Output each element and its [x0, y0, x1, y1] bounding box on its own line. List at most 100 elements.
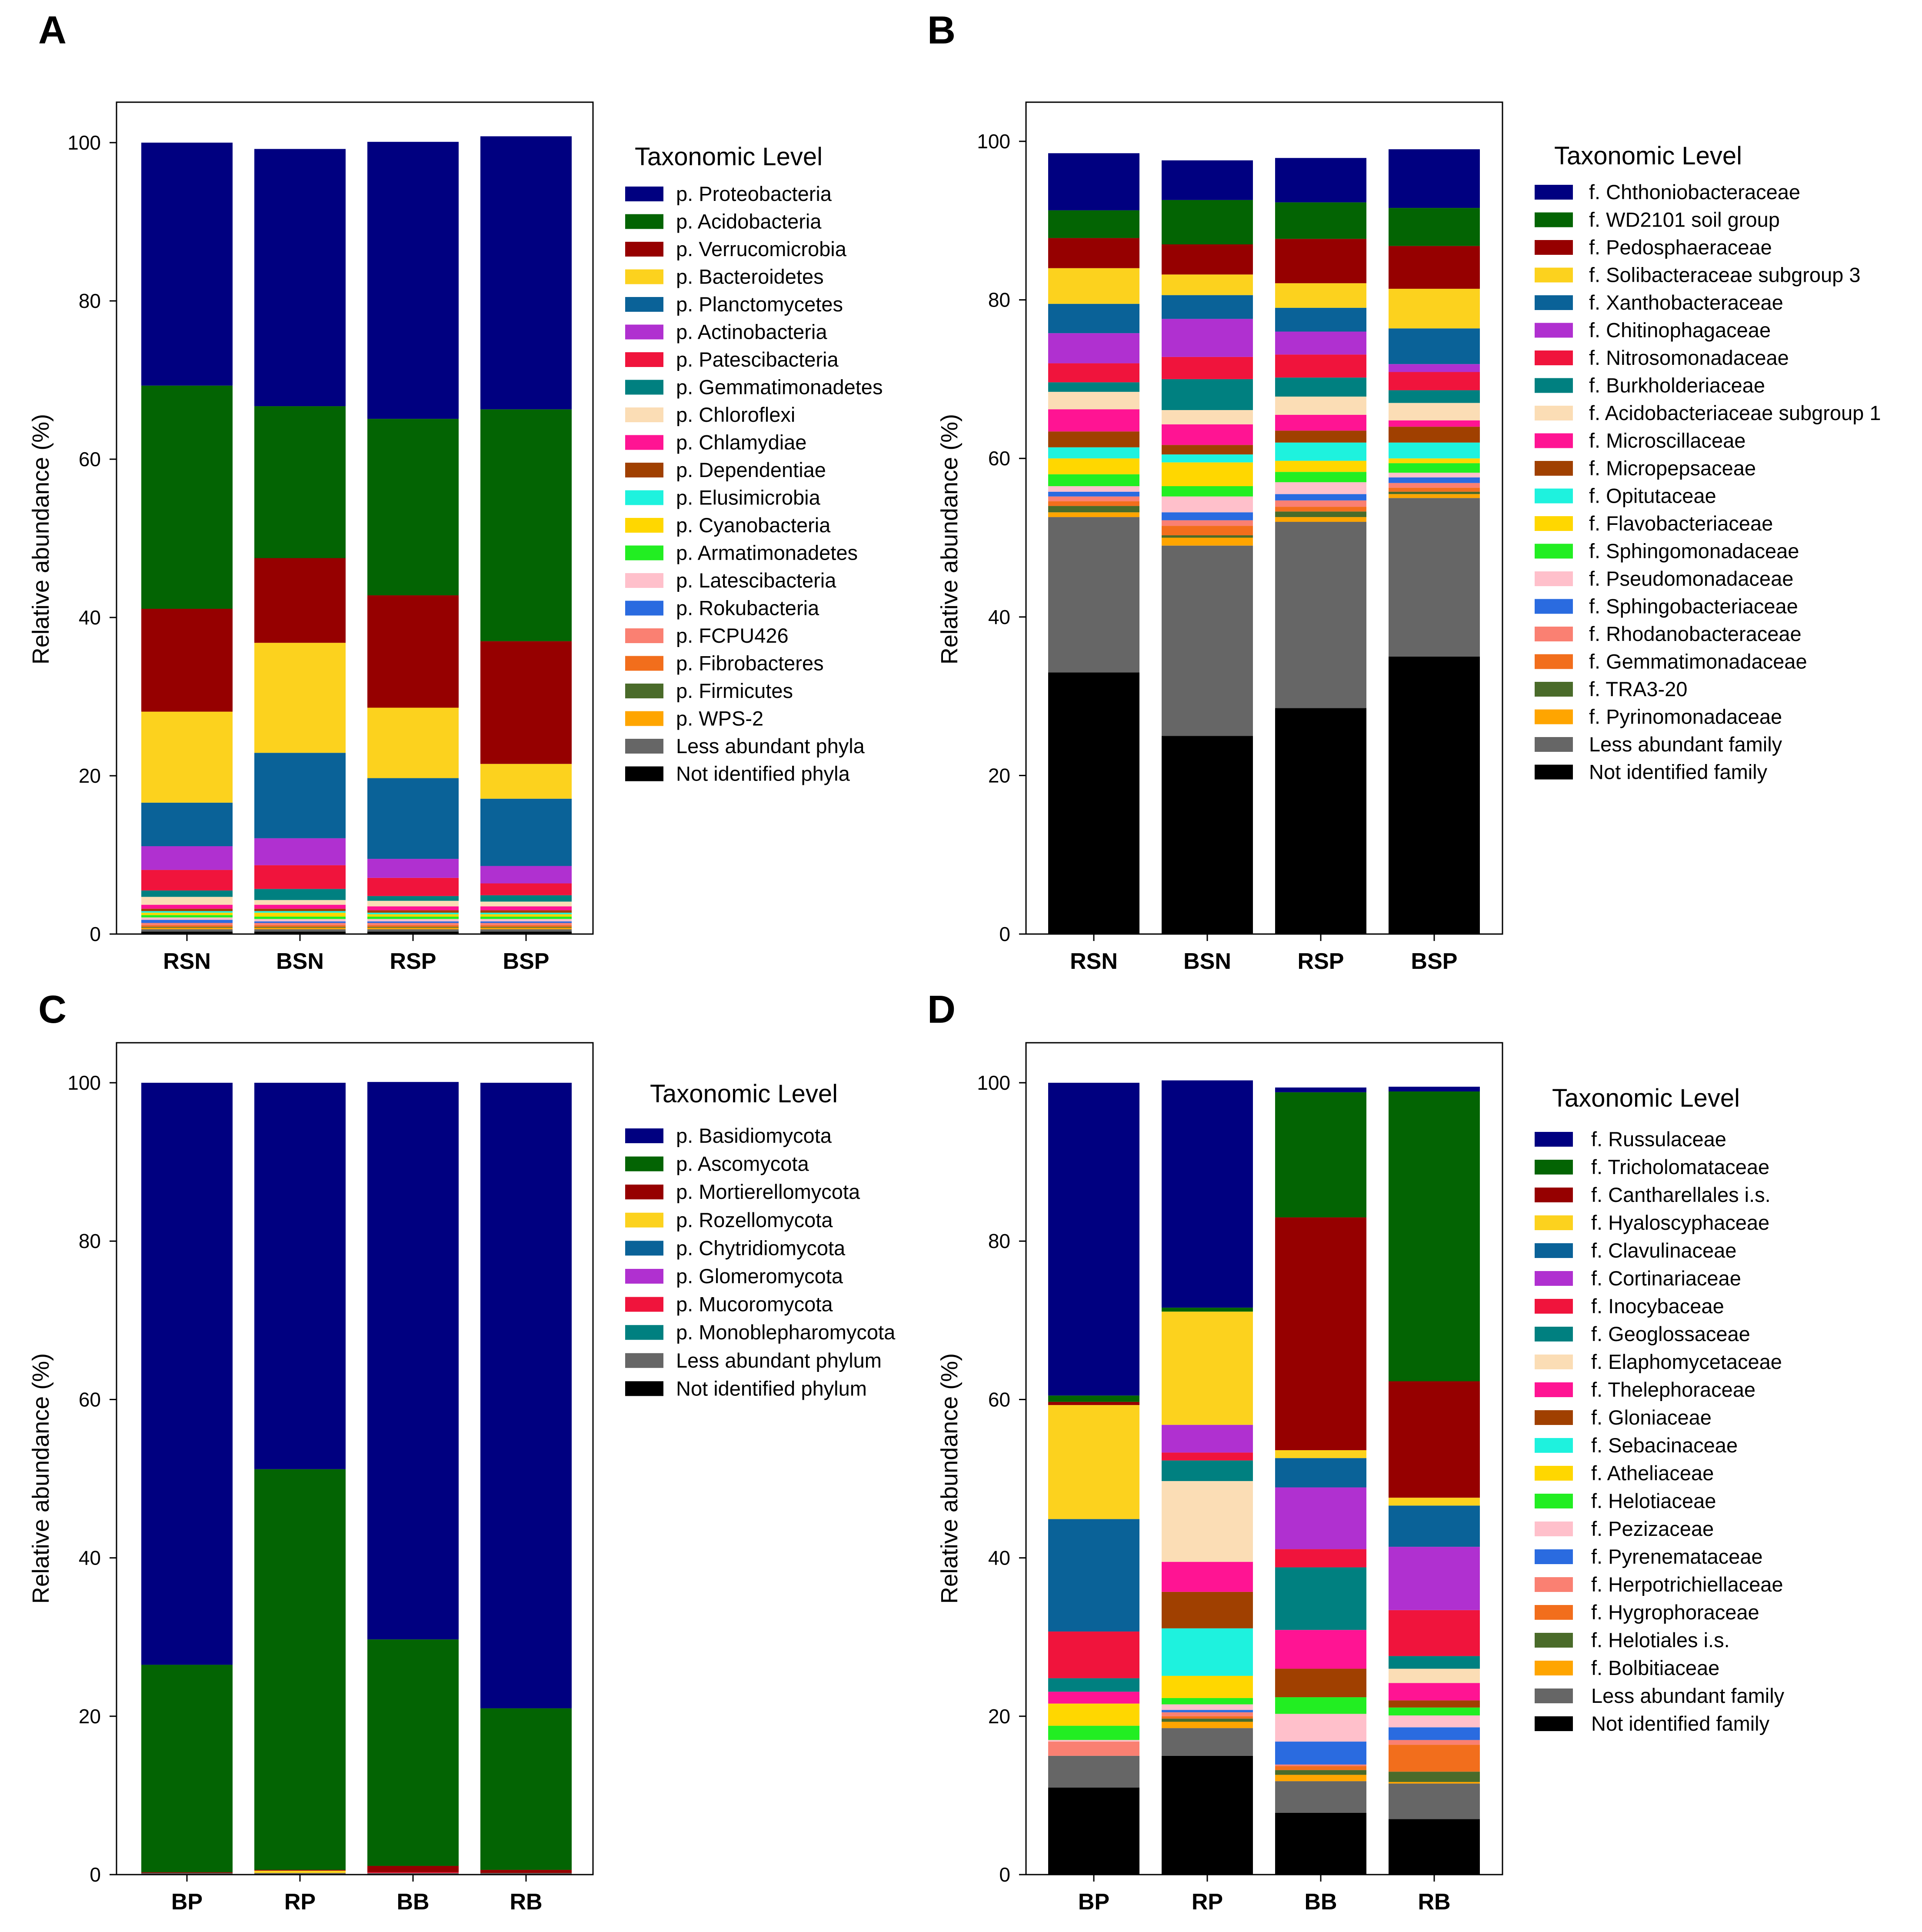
y-tick-label: 0 [999, 923, 1010, 945]
bar-segment-rsp-f-pedosphaeraceae [1275, 239, 1366, 284]
legend-label: f. WD2101 soil group [1589, 208, 1780, 231]
bar-segment-rsn-p-fibrobacteres [141, 925, 233, 927]
bar-segment-rsp-less-abundant-phyla [367, 929, 459, 932]
legend-label: f. Opitutaceae [1589, 484, 1716, 507]
bar-segment-bsp-p-latescibacteria [480, 919, 572, 921]
bar-segment-bsn-not-identified-phyla [254, 931, 346, 934]
bar-segment-rb-f-thelephoraceae [1389, 1683, 1480, 1701]
legend-label: p. Rozellomycota [676, 1208, 833, 1231]
bar-segment-rsn-p-elusimicrobia [141, 911, 233, 913]
bar-segment-rsp-f-chthoniobacteraceae [1275, 158, 1366, 203]
bar-segment-bsp-f-wd2101-soil-group [1389, 208, 1480, 246]
bar-segment-rp-p-mortierellomycota [254, 1870, 346, 1871]
bar-segment-bsn-not-identified-family [1162, 736, 1253, 934]
bar-segment-rsp-p-chloroflexi [367, 901, 459, 907]
bar-segment-rsp-p-proteobacteria [367, 142, 459, 419]
bar-segment-bsn-p-chlamydiae [254, 904, 346, 909]
bar-segment-bsp-f-nitrosomonadaceae [1389, 372, 1480, 390]
legend-swatch [1535, 571, 1573, 586]
bar-segment-rsn-f-solibacteraceae-subgroup-3 [1048, 268, 1139, 304]
bar-segment-rsp-p-cyanobacteria [367, 914, 459, 917]
legend-label: f. Russulaceae [1591, 1128, 1726, 1151]
legend-label: f. Cantharellales i.s. [1591, 1183, 1771, 1206]
chart-panel-d: D 0 20 40 60 80 100 BP RP BB RB Relative abundance … [927, 988, 1785, 1915]
bar-segment-rp-not-identified-family [1162, 1755, 1253, 1875]
bar-segment-rp-p-ascomycota [254, 1469, 346, 1870]
panel-letter: A [38, 9, 67, 52]
x-tick-label: RP [284, 1889, 316, 1915]
legend-label: f. Cortinariaceae [1591, 1267, 1741, 1290]
legend-label: p. Cyanobacteria [676, 514, 831, 537]
bar-segment-bsn-less-abundant-family [1162, 545, 1253, 736]
bar-segment-rb-f-russulaceae [1389, 1087, 1480, 1092]
bar-segment-bb-f-pyrenemataceae [1275, 1742, 1366, 1765]
bar-segment-bsp-p-fcpu426 [480, 923, 572, 925]
legend-swatch [625, 1185, 663, 1200]
bar-segment-rsp-p-gemmatimonadetes [367, 896, 459, 901]
x-tick-label: BSN [1183, 949, 1231, 974]
y-tick-label: 80 [988, 1230, 1010, 1252]
bar-segment-bsn-p-verrucomicrobia [254, 558, 346, 643]
legend-swatch [1535, 1605, 1573, 1620]
legend-swatch [1535, 1243, 1573, 1258]
bar-segment-bb-f-helotiaceae [1275, 1697, 1366, 1714]
legend-swatch [625, 573, 663, 588]
bar-segment-rb-f-pezizaceae [1389, 1715, 1480, 1728]
legend-swatch [625, 1325, 663, 1340]
x-tick-label: RSN [1070, 949, 1118, 974]
legend-title: Taxonomic Level [635, 143, 823, 171]
legend-label: f. Sphingomonadaceae [1589, 540, 1799, 563]
bar-segment-bsp-less-abundant-phyla [480, 929, 572, 932]
legend-label: Less abundant phylum [676, 1349, 882, 1372]
legend-label: f. Nitrosomonadaceae [1589, 346, 1789, 369]
bar-segment-rsp-f-gemmatimonadaceae [1275, 507, 1366, 512]
bar-segment-rb-f-elaphomycetaceae [1389, 1668, 1480, 1683]
bar-segment-rp-p-rozellomycota [254, 1870, 346, 1873]
bar-segment-bb-f-pezizaceae [1275, 1714, 1366, 1742]
y-tick-label: 40 [988, 1547, 1010, 1569]
bar-segment-bb-not-identified-family [1275, 1812, 1366, 1875]
y-tick-label: 100 [977, 130, 1010, 153]
bar-segment-bsn-f-chitinophagaceae [1162, 319, 1253, 357]
bar-segment-bsp-f-pedosphaeraceae [1389, 246, 1480, 289]
bar-segment-rsp-p-fibrobacteres [367, 925, 459, 927]
y-tick-label: 40 [79, 606, 101, 629]
legend-label: p. Basidiomycota [676, 1124, 832, 1147]
bar-segment-bsn-p-latescibacteria [254, 919, 346, 921]
legend-swatch [1535, 709, 1573, 724]
bar-segment-rp-f-hygrophoraceae [1162, 1716, 1253, 1719]
bar-segment-rsp-p-planctomycetes [367, 778, 459, 859]
legend-swatch [625, 1156, 663, 1171]
legend-label: f. Thelephoraceae [1591, 1378, 1755, 1401]
bar-segment-bsp-p-patescibacteria [480, 883, 572, 895]
bar-segment-bsp-f-acidobacteriaceae-subgroup-1 [1389, 403, 1480, 420]
bar-segment-rb-less-abundant-family [1389, 1783, 1480, 1819]
legend-label: p. Glomeromycota [676, 1265, 843, 1288]
panel-letter: C [38, 988, 67, 1031]
plot-frame [1025, 101, 1503, 935]
legend-label: f. Burkholderiaceae [1589, 374, 1765, 397]
legend-label: p. Elusimicrobia [676, 486, 821, 509]
legend-swatch [1535, 1438, 1573, 1453]
bar-segment-bsn-p-rokubacteria [254, 921, 346, 923]
bar-segment-bsn-p-firmicutes [254, 927, 346, 928]
bar-segment-bp-f-hyaloscyphaceae [1048, 1405, 1139, 1519]
bar-segment-bsp-f-burkholderiaceae [1389, 390, 1480, 403]
bar-segment-rsp-f-tra3-20 [1275, 511, 1366, 517]
legend-swatch [1535, 1132, 1573, 1147]
bar-segment-bsp-p-actinobacteria [480, 866, 572, 884]
bar-segment-rsn-p-rokubacteria [141, 920, 233, 923]
legend-swatch [625, 1269, 663, 1284]
bar-segment-rsp-p-fcpu426 [367, 923, 459, 925]
legend-swatch [625, 1128, 663, 1143]
legend-label: p. FCPU426 [676, 624, 789, 647]
bar-segment-bsn-p-chloroflexi [254, 900, 346, 905]
bar-segment-bsn-f-pseudomonadaceae [1162, 496, 1253, 513]
x-tick-label: BSP [503, 949, 550, 974]
y-tick-label: 60 [79, 1388, 101, 1411]
legend-swatch [625, 242, 663, 257]
legend-swatch [1535, 654, 1573, 669]
bar-segment-rsn-p-acidobacteria [141, 385, 233, 609]
bar-segment-bsn-p-cyanobacteria [254, 912, 346, 917]
legend-label: p. Armatimonadetes [676, 541, 858, 564]
